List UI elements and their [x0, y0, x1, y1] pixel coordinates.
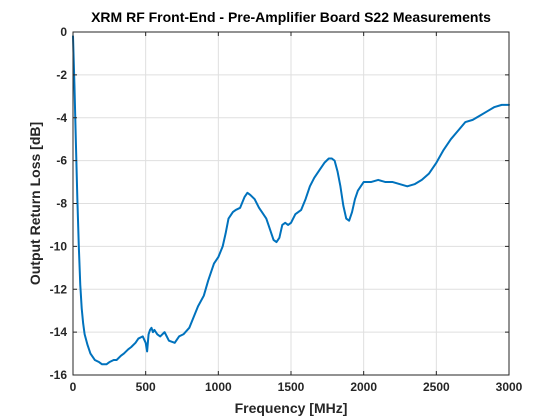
y-tick-label: -6	[56, 154, 67, 168]
x-axis-label: Frequency [MHz]	[235, 400, 348, 416]
x-tick-label: 2500	[423, 380, 450, 394]
series-layer	[72, 35, 510, 366]
y-tick-label: -4	[56, 111, 67, 125]
s22-series-line	[72, 35, 510, 366]
x-tick-label: 500	[136, 380, 156, 394]
ticks: 0 500 1000 1500 2000 2500 3000 0 -2 -4 -6 -8 -10 -12 -…	[50, 25, 523, 394]
y-tick-label: 0	[60, 25, 67, 39]
y-tick-label: -10	[50, 239, 68, 253]
x-tick-label: 1500	[278, 380, 305, 394]
x-tick-label: 3000	[496, 380, 523, 394]
y-tick-label: -16	[50, 368, 68, 382]
y-tick-label: -8	[56, 197, 67, 211]
x-tick-label: 1000	[205, 380, 232, 394]
chart-title: XRM RF Front-End - Pre-Amplifier Board S…	[91, 9, 491, 25]
y-axis-label: Output Return Loss [dB]	[27, 122, 43, 285]
y-tick-label: -14	[50, 325, 68, 339]
y-tick-label: -2	[56, 68, 67, 82]
x-tick-label: 2000	[350, 380, 377, 394]
y-tick-label: -12	[50, 282, 68, 296]
x-tick-label: 0	[70, 380, 77, 394]
